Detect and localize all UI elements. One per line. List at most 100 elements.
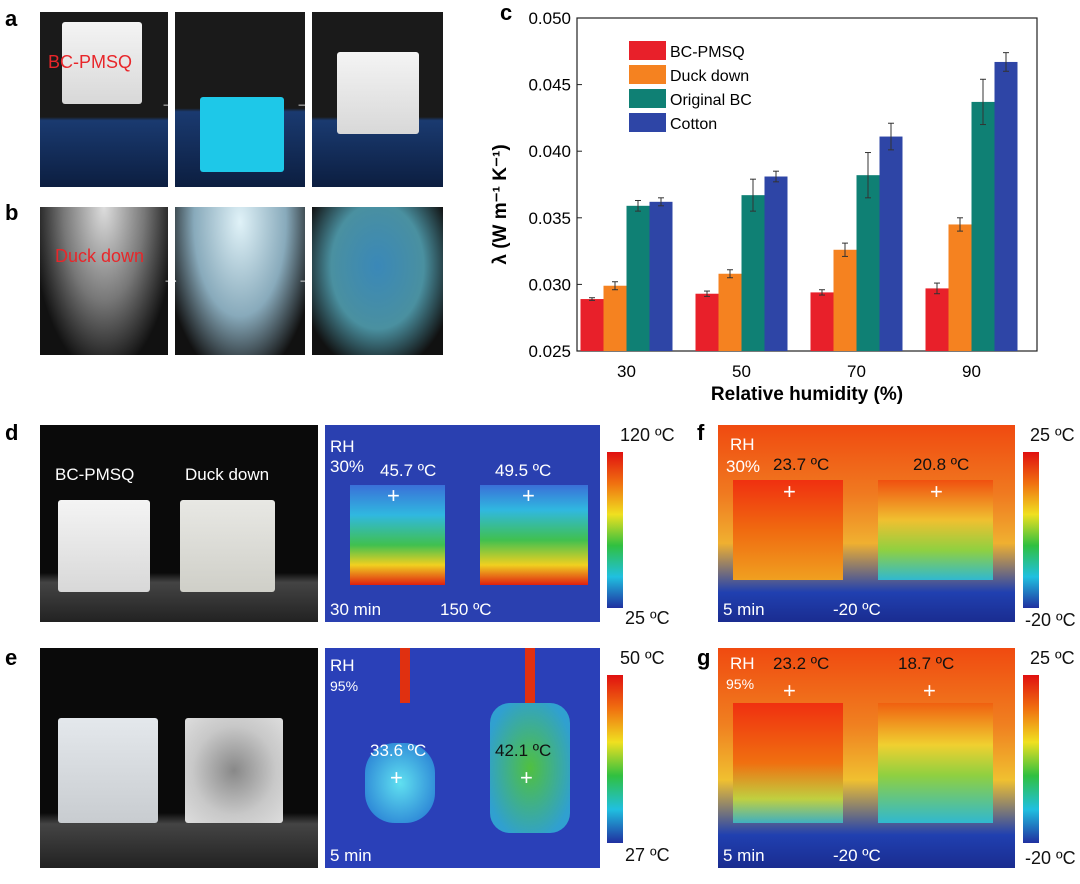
crosshair-icon: +	[387, 483, 400, 508]
colorbar-max: 120 ºC	[620, 425, 675, 445]
rh-value: 95%	[726, 676, 755, 692]
y-tick-label: 0.040	[528, 142, 571, 161]
y-tick-label: 0.035	[528, 209, 571, 228]
sample-label-bc-pmsq: BC-PMSQ	[48, 52, 133, 72]
y-tick-label: 0.030	[528, 275, 571, 294]
bar-bc-pmsq	[580, 299, 604, 351]
colorbar-max: 25 ºC	[1030, 425, 1075, 445]
thermal-image-e: RH 95% 33.6 ºC 42.1 ºC + + 5 min	[325, 648, 600, 868]
y-axis-label: λ (W m⁻¹ K⁻¹)	[490, 144, 511, 264]
colorbar-min: 27 ºC	[625, 845, 670, 865]
rh-value: 30%	[330, 457, 365, 476]
bar-cotton	[649, 201, 673, 351]
temp-readout: 23.2 ºC	[773, 654, 830, 673]
bar-duck-down	[718, 273, 742, 351]
photo-b3	[312, 207, 443, 355]
legend-label: Cotton	[670, 116, 717, 133]
arrow-icon: →	[162, 268, 180, 288]
photo-a3	[312, 12, 443, 187]
bar-original-bc	[741, 195, 765, 351]
y-tick-label: 0.045	[528, 76, 571, 95]
panel-label-g: g	[697, 645, 711, 670]
x-tick-label: 50	[732, 362, 751, 381]
rh-label: RH	[730, 435, 755, 454]
temp-readout: 23.7 ºC	[773, 455, 830, 474]
photo-label-bc-pmsq: BC-PMSQ	[55, 465, 135, 484]
colorbar-g	[1023, 675, 1039, 843]
bar-bc-pmsq	[925, 288, 949, 351]
bar-duck-down	[833, 249, 857, 351]
crosshair-icon: +	[783, 678, 796, 703]
temp-readout: 33.6 ºC	[370, 741, 427, 760]
photo-e	[40, 648, 318, 868]
colorbar-e	[607, 675, 623, 843]
legend-swatch	[629, 89, 666, 108]
arrow-icon: →	[297, 268, 315, 288]
legend-swatch	[629, 65, 666, 84]
bar-cotton	[764, 176, 788, 351]
colorbar-f	[1023, 452, 1039, 608]
colorbar-max: 50 ºC	[620, 648, 665, 668]
panel-label-f: f	[697, 420, 705, 445]
y-tick-label: 0.050	[528, 9, 571, 28]
temp-readout: 45.7 ºC	[380, 461, 437, 480]
legend-swatch	[629, 113, 666, 132]
panel-label-e: e	[5, 645, 18, 670]
legend-label: Original BC	[670, 92, 752, 109]
legend-label: BC-PMSQ	[670, 44, 745, 61]
bar-original-bc	[856, 175, 880, 351]
thermal-image-d: RH 30% 45.7 ºC 49.5 ºC + + 30 min 150 ºC	[325, 425, 600, 622]
bar-cotton	[994, 61, 1018, 352]
rh-label: RH	[730, 654, 755, 673]
temp-readout: 42.1 ºC	[495, 741, 552, 760]
crosshair-icon: +	[930, 479, 943, 504]
bar-bc-pmsq	[695, 293, 719, 351]
bar-duck-down	[948, 224, 972, 351]
temp-readout: 49.5 ºC	[495, 461, 552, 480]
panel-label-d: d	[5, 420, 19, 445]
time-label: 5 min	[330, 846, 372, 865]
plot-frame	[576, 17, 1038, 352]
panel-label-a: a	[5, 6, 18, 31]
photo-b1	[40, 207, 168, 355]
arrow-icon: →	[160, 92, 178, 112]
crosshair-icon: +	[783, 479, 796, 504]
cold-temp-label: -20 ºC	[833, 846, 881, 865]
y-tick-label: 0.025	[528, 342, 571, 361]
temp-readout: 18.7 ºC	[898, 654, 955, 673]
bar-bc-pmsq	[810, 292, 834, 351]
rh-value: 30%	[726, 457, 761, 476]
thermal-image-f: RH 30% 23.7 ºC 20.8 ºC + + 5 min -20 ºC	[718, 425, 1015, 622]
colorbar-max: 25 ºC	[1030, 648, 1075, 668]
rh-label: RH	[330, 656, 355, 675]
thermal-image-g: RH 95% 23.2 ºC 18.7 ºC + + 5 min -20 ºC	[718, 648, 1015, 868]
photo-label-duck-down: Duck down	[185, 465, 270, 484]
crosshair-icon: +	[390, 765, 403, 790]
time-label: 30 min	[330, 600, 382, 619]
crosshair-icon: +	[520, 765, 533, 790]
colorbar-min: 25 ºC	[625, 608, 670, 628]
heater-temp-label: 150 ºC	[440, 600, 492, 619]
photo-a1	[40, 12, 168, 187]
panel-label-b: b	[5, 200, 19, 225]
bar-chart: 0.025 0.030 0.035 0.040 0.045 0.050 30 50 70 90 Re…	[490, 9, 1038, 405]
legend-label: Duck down	[670, 68, 749, 85]
bar-original-bc	[971, 101, 995, 351]
bar-duck-down	[603, 285, 627, 351]
sample-label-duck-down: Duck down	[55, 246, 145, 266]
bar-original-bc	[626, 205, 650, 351]
rh-value: 95%	[330, 678, 359, 694]
colorbar-d	[607, 452, 623, 608]
rh-label: RH	[330, 437, 355, 456]
panel-label-c: c	[500, 0, 513, 25]
x-tick-label: 90	[962, 362, 981, 381]
photo-d: BC-PMSQ Duck down	[40, 425, 318, 622]
photo-b2	[175, 207, 305, 355]
x-tick-label: 70	[847, 362, 866, 381]
x-axis-label: Relative humidity (%)	[711, 384, 903, 405]
photo-a2	[175, 12, 305, 187]
temp-readout: 20.8 ºC	[913, 455, 970, 474]
bar-cotton	[879, 136, 903, 351]
arrow-icon: →	[295, 92, 313, 112]
cold-temp-label: -20 ºC	[833, 600, 881, 619]
